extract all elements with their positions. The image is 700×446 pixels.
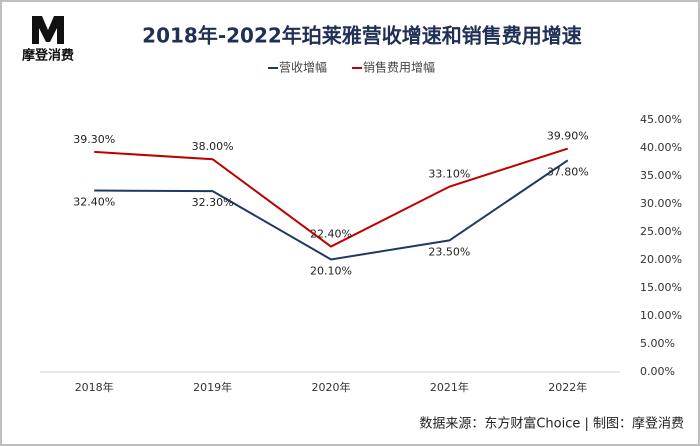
y-tick-label: 20.00% [640,253,682,266]
legend-label: 销售费用增幅 [363,60,435,75]
y-tick-label: 0.00% [640,365,675,378]
data-label: 33.10% [428,168,470,181]
data-label: 39.90% [547,130,589,143]
data-label: 37.80% [547,165,589,178]
y-tick-label: 40.00% [640,141,682,154]
x-tick-label: 2019年 [193,380,232,394]
y-tick-label: 10.00% [640,309,682,322]
y-tick-label: 25.00% [640,225,682,238]
x-tick-label: 2020年 [312,380,351,394]
chart-title: 2018年-2022年珀莱雅营收增速和销售费用增速 [142,24,582,48]
data-label: 32.30% [192,196,234,209]
data-label: 22.40% [310,228,352,241]
y-tick-label: 35.00% [640,169,682,182]
x-tick-label: 2022年 [548,380,587,394]
y-tick-label: 45.00% [640,113,682,126]
legend-label: 营收增幅 [279,60,327,75]
data-label: 38.00% [192,140,234,153]
data-label: 32.40% [73,196,115,209]
y-tick-label: 30.00% [640,197,682,210]
data-label: 39.30% [73,133,115,146]
x-tick-label: 2018年 [75,380,114,394]
series-line [94,159,569,261]
x-tick-label: 2021年 [430,380,469,394]
data-label: 20.10% [310,264,352,277]
y-tick-label: 5.00% [640,337,675,350]
logo-text: 摩登消费 [22,48,74,64]
y-tick-label: 15.00% [640,281,682,294]
series-line [94,147,569,248]
logo-mark [32,16,64,44]
source-note: 数据来源：东方财富Choice | 制图：摩登消费 [419,416,684,432]
data-label: 23.50% [428,245,470,258]
logo: 摩登消费 [22,16,74,64]
